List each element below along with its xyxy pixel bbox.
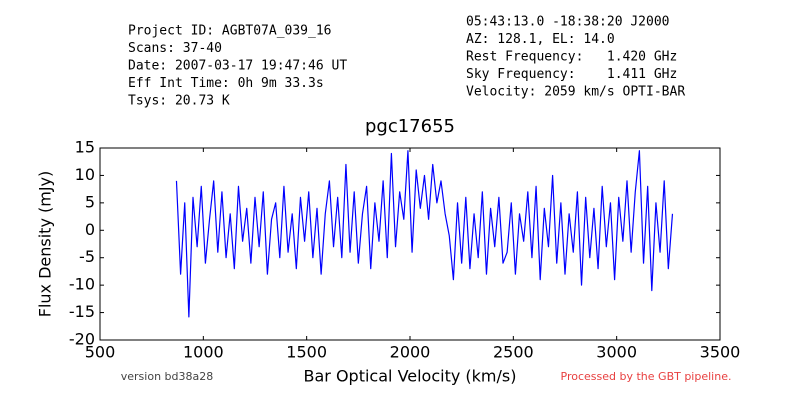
y-tick-label: 10: [75, 165, 95, 184]
header-line: AZ: 128.1, EL: 14.0: [466, 32, 615, 47]
header-line: 05:43:13.0 -18:38:20 J2000: [466, 15, 670, 30]
x-tick-label: 3500: [700, 343, 741, 362]
x-tick-label: 3000: [596, 343, 637, 362]
x-tick-label: 1000: [183, 343, 224, 362]
spectrum-line: [175, 150, 674, 318]
y-tick-label: 0: [85, 220, 95, 239]
y-tick-label: -10: [69, 275, 95, 294]
header-line: Tsys: 20.73 K: [128, 94, 230, 109]
y-tick-label: -15: [69, 302, 95, 321]
y-tick-label: 15: [75, 138, 95, 157]
header-line: Scans: 37-40: [128, 41, 222, 56]
y-tick-label: 5: [85, 192, 95, 211]
header-line: Sky Frequency: 1.411 GHz: [466, 67, 677, 82]
header-line: Velocity: 2059 km/s OPTI-BAR: [466, 85, 685, 100]
pipeline-note: Processed by the GBT pipeline.: [561, 370, 732, 383]
x-tick-label: 500: [85, 343, 116, 362]
x-tick-label: 2000: [390, 343, 431, 362]
x-tick-label: 2500: [493, 343, 534, 362]
y-axis-label: Flux Density (mJy): [36, 171, 55, 318]
x-tick-label: 1500: [286, 343, 327, 362]
header-line: Eff Int Time: 0h 9m 33.3s: [128, 76, 324, 91]
version-note: version bd38a28: [121, 370, 214, 383]
header-line: Date: 2007-03-17 19:47:46 UT: [128, 59, 347, 74]
x-axis-label: Bar Optical Velocity (km/s): [304, 367, 517, 386]
y-tick-label: -20: [69, 330, 95, 349]
chart-title: pgc17655: [365, 116, 455, 137]
y-tick-label: -5: [79, 247, 95, 266]
header-line: Rest Frequency: 1.420 GHz: [466, 50, 677, 65]
header-line: Project ID: AGBT07A_039_16: [128, 24, 332, 39]
